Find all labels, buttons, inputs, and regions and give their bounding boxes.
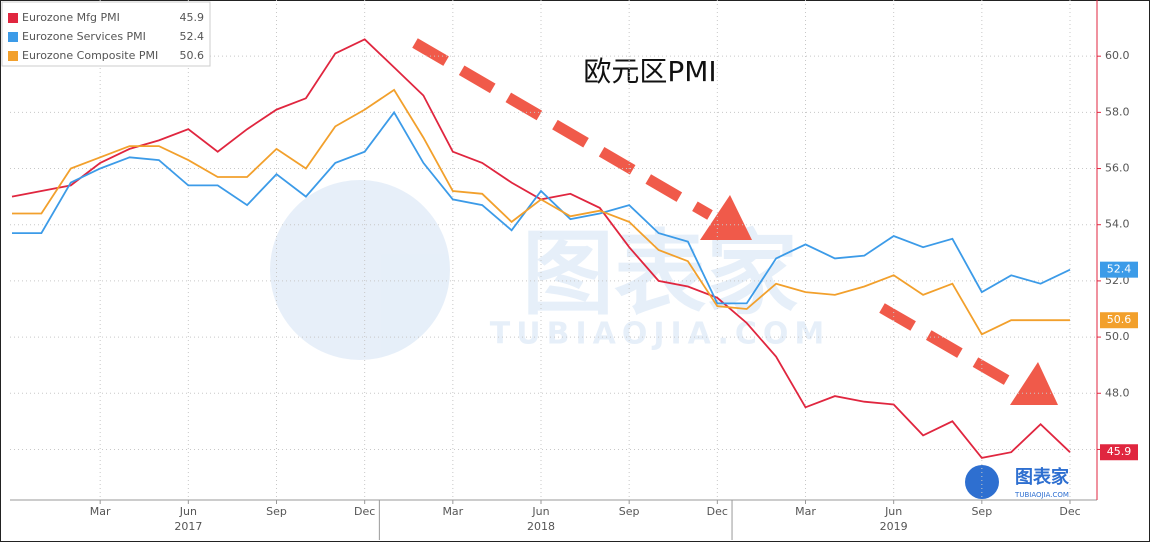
- logo-icon: [965, 465, 999, 499]
- legend-value: 50.6: [180, 49, 205, 62]
- value-tag-label: 45.9: [1107, 445, 1132, 458]
- x-tick-label: Sep: [266, 505, 287, 518]
- legend-box: [1, 1, 211, 67]
- legend-label: Eurozone Composite PMI: [22, 49, 158, 62]
- x-tick-label: Sep: [971, 505, 992, 518]
- y-tick-label: 48.0: [1105, 386, 1130, 399]
- arrow-head: [1010, 362, 1058, 405]
- watermark-url: TUBIAOJIA.COM: [490, 317, 830, 352]
- value-tag-label: 50.6: [1107, 313, 1132, 326]
- value-tag: [1100, 444, 1138, 461]
- watermark-text: 图表家: [522, 220, 798, 327]
- value-tag: [1100, 312, 1138, 329]
- watermark: 图表家 TUBIAOJIA.COM: [270, 180, 830, 360]
- arrows: [412, 38, 1058, 405]
- value-tag: [1100, 261, 1138, 278]
- series-line: [12, 110, 1071, 305]
- logo: 图表家 TUBIAOJIA.COM: [965, 465, 1070, 499]
- y-tick-label: 56.0: [1105, 162, 1130, 175]
- arrow-shaft: [879, 303, 1018, 390]
- legend-swatch: [8, 13, 18, 23]
- y-tick-label: 54.0: [1105, 218, 1130, 231]
- y-tick-label: 50.0: [1105, 330, 1130, 343]
- logo-url: TUBIAOJIA.COM: [1014, 491, 1069, 499]
- y-tick-label: 58.0: [1105, 105, 1130, 118]
- arrow-shaft: [412, 38, 713, 220]
- legend-value: 45.9: [180, 11, 205, 24]
- x-tick-label: Dec: [1059, 505, 1080, 518]
- x-year-label: 2018: [527, 520, 555, 533]
- watermark-icon: [270, 180, 450, 360]
- chart-title: 欧元区PMI: [583, 55, 716, 88]
- x-tick-label: Mar: [442, 505, 463, 518]
- x-year-label: 2017: [174, 520, 202, 533]
- arrow-head: [700, 195, 752, 240]
- legend-value: 52.4: [180, 30, 205, 43]
- x-tick-label: Dec: [707, 505, 728, 518]
- value-tag-label: 52.4: [1107, 263, 1132, 276]
- x-tick-label: Mar: [90, 505, 111, 518]
- x-tick-label: Sep: [619, 505, 640, 518]
- x-year-label: 2019: [880, 520, 908, 533]
- series-line: [12, 88, 1070, 336]
- x-tick-label: Mar: [795, 505, 816, 518]
- legend-label: Eurozone Services PMI: [22, 30, 146, 43]
- logo-text: 图表家: [1015, 466, 1070, 488]
- legend-swatch: [8, 32, 18, 42]
- legend-label: Eurozone Mfg PMI: [22, 11, 120, 24]
- x-tick-label: Jun: [179, 505, 197, 518]
- legend-swatch: [8, 51, 18, 61]
- x-tick-label: Jun: [884, 505, 902, 518]
- y-tick-label: 60.0: [1105, 49, 1130, 62]
- x-tick-label: Jun: [531, 505, 549, 518]
- x-tick-label: Dec: [354, 505, 375, 518]
